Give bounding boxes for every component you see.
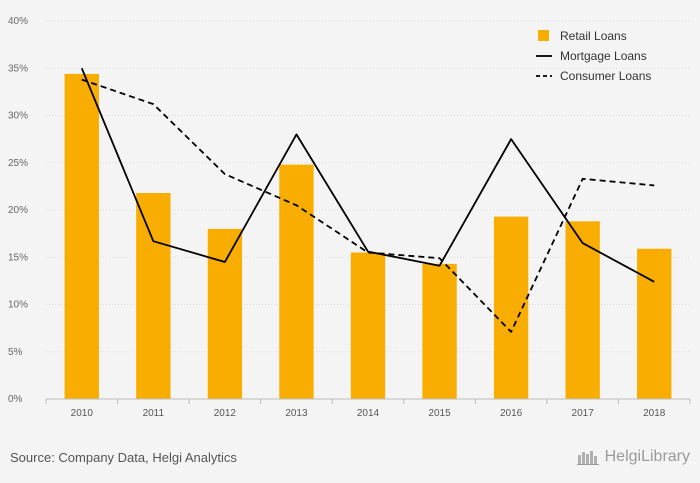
- x-tick-label: 2016: [500, 408, 523, 419]
- bar-retail-loans: [637, 248, 672, 399]
- bar-retail-loans: [565, 221, 600, 399]
- x-tick-label: 2012: [214, 408, 237, 419]
- legend: Retail Loans Mortgage Loans Consumer Loans: [536, 29, 651, 83]
- y-tick-label: 40%: [8, 16, 28, 27]
- legend-label: Retail Loans: [560, 29, 627, 43]
- loans-chart: 0% 5% 10% 15% 20% 25% 30% 35% 40% 2010 2011 2012 201…: [8, 16, 691, 419]
- bar-retail-loans: [279, 164, 314, 399]
- source-note: Source: Company Data, Helgi Analytics: [10, 450, 237, 465]
- bar-retail-loans: [136, 192, 171, 399]
- bar-retail-loans: [207, 228, 243, 399]
- y-tick-label: 10%: [8, 300, 28, 311]
- y-tick-label: 15%: [8, 252, 28, 263]
- x-tick-label: 2010: [71, 408, 94, 419]
- line-mortgage-loans: [80, 67, 655, 283]
- legend-label: Consumer Loans: [560, 69, 651, 83]
- x-tick-label: 2017: [572, 408, 595, 419]
- y-tick-label: 20%: [8, 205, 28, 216]
- bar-series: [64, 73, 672, 400]
- legend-label: Mortgage Loans: [560, 49, 647, 63]
- y-tick-label: 30%: [8, 111, 28, 122]
- bar-retail-loans: [422, 263, 457, 399]
- bar-retail-loans: [64, 73, 99, 400]
- x-tick-label: 2011: [143, 408, 165, 419]
- y-tick-label: 5%: [8, 347, 23, 358]
- x-tick-label: 2015: [428, 408, 451, 419]
- library-logo-icon: [576, 451, 599, 465]
- y-tick-label: 35%: [8, 63, 28, 74]
- y-tick-label: 0%: [8, 394, 23, 405]
- x-tick-label: 2013: [285, 408, 308, 419]
- brand-name: HelgiLibrary: [604, 448, 690, 465]
- bar-retail-loans: [350, 252, 386, 399]
- x-tick-label: 2014: [357, 408, 380, 419]
- axes: 0% 5% 10% 15% 20% 25% 30% 35% 40% 2010 2011 2012 201…: [8, 16, 691, 419]
- legend-swatch-retail-loans: [538, 30, 549, 41]
- y-tick-label: 25%: [8, 158, 28, 169]
- brand-logo[interactable]: HelgiLibrary: [576, 448, 690, 466]
- line-series: [80, 67, 655, 333]
- x-tick-label: 2018: [643, 408, 666, 419]
